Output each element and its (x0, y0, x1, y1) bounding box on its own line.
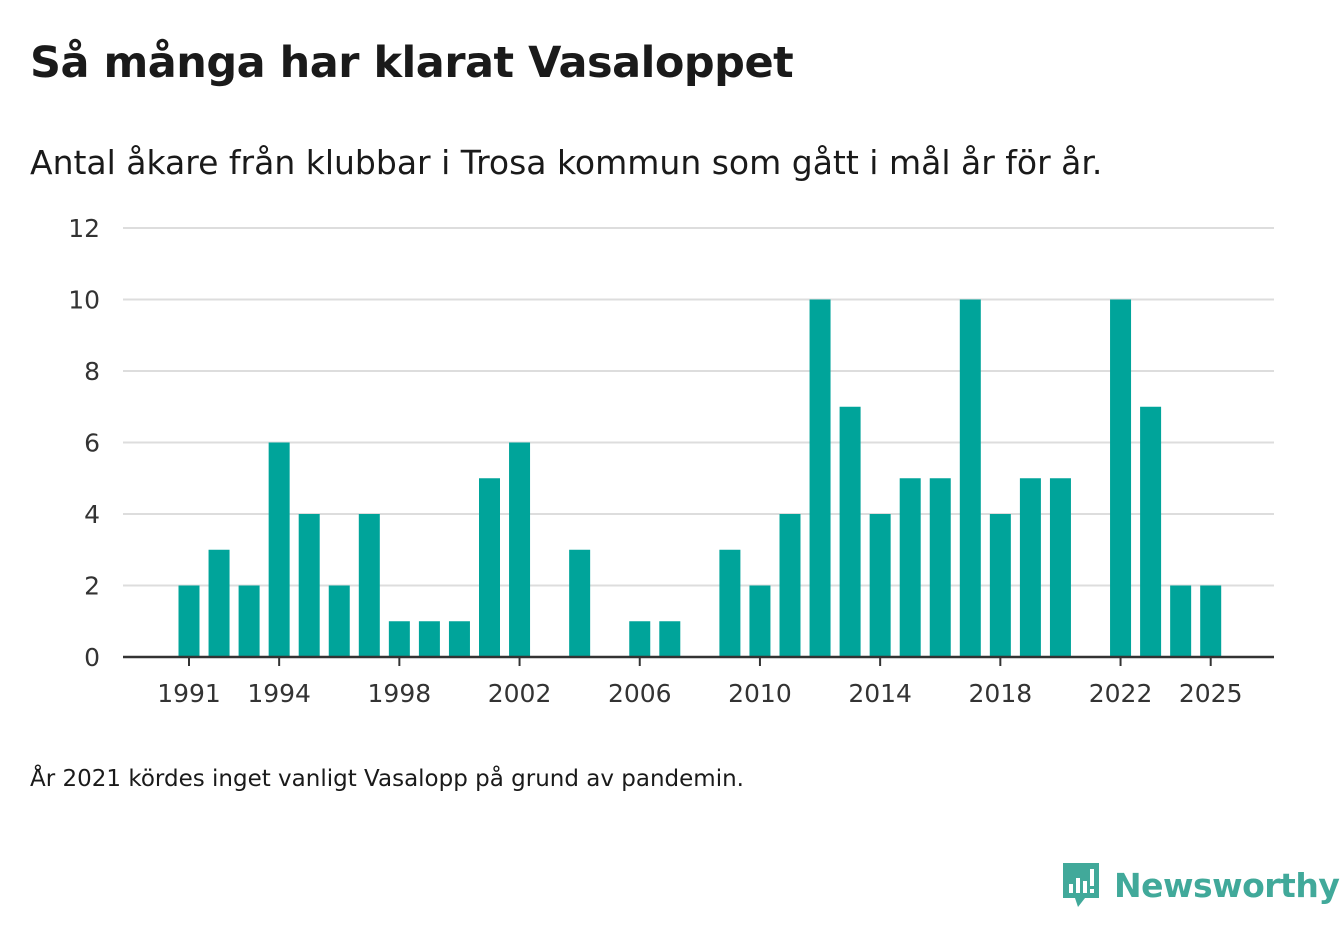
x-tick-label: 2010 (728, 679, 792, 708)
bar-2006 (629, 621, 651, 657)
bar-1991 (178, 585, 200, 657)
bar-2012 (809, 299, 831, 657)
y-tick-label: 4 (84, 500, 100, 529)
bar-2020 (1049, 478, 1071, 657)
x-tick-label: 2014 (848, 679, 912, 708)
bar-1993 (238, 585, 260, 657)
bar-2009 (719, 549, 741, 657)
bar-2011 (779, 514, 801, 657)
y-tick-label: 6 (84, 429, 100, 458)
y-tick-label: 0 (84, 643, 100, 672)
bar-1998 (388, 621, 410, 657)
bar-1992 (208, 549, 230, 657)
bar-1995 (298, 514, 320, 657)
bar-1996 (328, 585, 350, 657)
x-tick-label: 2006 (608, 679, 672, 708)
gridlines (123, 227, 1274, 587)
x-tick-label: 2018 (969, 679, 1033, 708)
bar-2007 (659, 621, 681, 657)
bar-2002 (509, 442, 531, 657)
bar-chart: 0 2 4 6 8 10 12 1991 1994 1998 2002 2006 2010 2014 201… (68, 214, 1274, 708)
brand-name: Newsworthy (1114, 865, 1340, 905)
bar-2000 (448, 621, 470, 657)
bar-2018 (989, 514, 1011, 657)
y-tick-label: 8 (84, 357, 100, 386)
bar-2016 (929, 478, 951, 657)
y-tick-label: 2 (84, 572, 100, 601)
bar-2010 (749, 585, 771, 657)
bar-2013 (839, 406, 861, 657)
bar-2024 (1170, 585, 1192, 657)
bar-1997 (358, 514, 380, 657)
x-tick-label: 1998 (368, 679, 432, 708)
bar-2022 (1110, 299, 1132, 657)
bar-2019 (1019, 478, 1041, 657)
x-tick-label: 1991 (157, 679, 221, 708)
x-tick-label: 2022 (1089, 679, 1153, 708)
bar-2023 (1140, 406, 1162, 657)
brand-logo: Newsworthy (1060, 860, 1340, 910)
bar-1994 (268, 442, 290, 657)
bar-2014 (869, 514, 891, 657)
chart-title: Så många har klarat Vasaloppet (30, 38, 794, 88)
bar-2017 (959, 299, 981, 657)
bar-2015 (899, 478, 921, 657)
x-tick-label: 2002 (488, 679, 552, 708)
bars (178, 299, 1222, 657)
footnote: År 2021 kördes inget vanligt Vasalopp på… (30, 766, 744, 792)
bar-1999 (418, 621, 440, 657)
newsworthy-logo-icon (1063, 863, 1099, 907)
y-tick-label: 10 (68, 286, 100, 315)
bar-2025 (1200, 585, 1222, 657)
x-tick-label: 1994 (247, 679, 311, 708)
bar-2001 (479, 478, 500, 657)
y-tick-label: 12 (68, 214, 100, 243)
bar-2004 (569, 549, 591, 657)
axes: 0 2 4 6 8 10 12 1991 1994 1998 2002 2006 2010 2014 201… (68, 214, 1274, 708)
chart-subtitle: Antal åkare från klubbar i Trosa kommun … (30, 143, 1103, 182)
x-tick-label: 2025 (1179, 679, 1243, 708)
